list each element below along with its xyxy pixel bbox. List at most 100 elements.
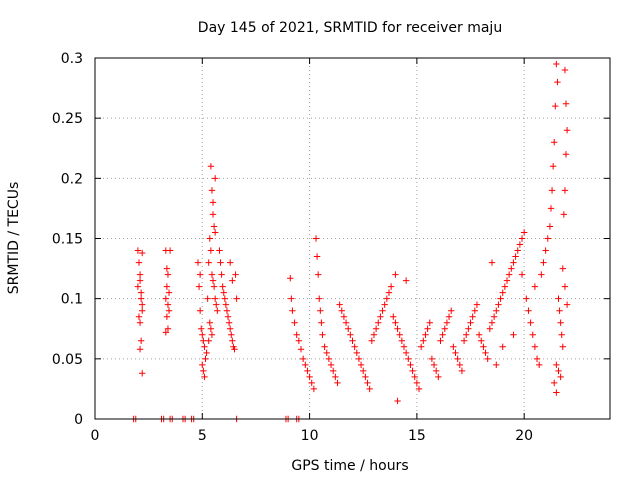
data-point — [134, 247, 142, 254]
data-point — [392, 271, 399, 278]
data-point — [482, 349, 489, 357]
data-point — [201, 373, 208, 381]
data-point — [221, 295, 229, 302]
data-point — [510, 331, 517, 338]
data-point — [516, 241, 524, 248]
data-point — [390, 313, 397, 320]
y-tick-label: 0.05 — [52, 352, 83, 368]
data-point — [372, 325, 380, 332]
data-point — [137, 289, 145, 296]
data-point — [471, 307, 479, 314]
data-point — [407, 361, 414, 369]
data-point — [379, 307, 386, 314]
data-point — [432, 367, 440, 375]
data-point — [551, 379, 558, 387]
data-point — [164, 301, 172, 308]
data-point — [232, 271, 239, 278]
data-point — [224, 313, 232, 320]
data-point — [490, 313, 498, 320]
data-point — [493, 361, 500, 369]
data-point — [162, 329, 170, 336]
data-point — [520, 229, 528, 236]
data-point — [422, 331, 429, 338]
data-point — [430, 361, 438, 369]
data-point — [387, 283, 395, 290]
data-point — [321, 343, 328, 350]
data-point — [473, 301, 481, 308]
y-tick-label: 0.15 — [52, 232, 83, 248]
data-point — [200, 367, 207, 375]
data-point — [136, 346, 144, 353]
data-point — [225, 319, 233, 326]
data-point — [402, 349, 410, 357]
data-point — [375, 319, 382, 326]
data-point — [228, 331, 235, 338]
data-point — [415, 385, 423, 393]
data-point — [400, 343, 408, 350]
data-point — [518, 271, 526, 278]
data-point — [136, 319, 144, 326]
data-point — [209, 277, 217, 284]
data-point — [334, 379, 341, 387]
data-point — [196, 271, 204, 278]
data-point — [226, 325, 234, 332]
data-point — [297, 346, 305, 353]
data-point — [349, 337, 356, 344]
data-point — [233, 295, 240, 302]
y-tick-label: 0.1 — [61, 292, 83, 308]
data-point — [417, 343, 425, 350]
y-tick-label: 0.2 — [61, 171, 83, 187]
plot-frame — [94, 57, 611, 420]
data-point — [535, 361, 543, 369]
data-point — [134, 283, 142, 290]
axis-ticks: 0 5 10 15 20 0 0.05 0.1 0.15 0.2 0.25 0.3 — [52, 51, 610, 444]
data-point — [139, 307, 146, 314]
data-point — [336, 301, 343, 308]
data-point — [503, 277, 511, 284]
data-point — [299, 355, 307, 363]
y-tick-label: 0 — [74, 412, 83, 428]
data-point — [544, 235, 551, 242]
data-point — [139, 249, 146, 257]
data-point — [135, 259, 143, 266]
data-point — [523, 295, 530, 302]
data-point — [364, 379, 371, 387]
data-point — [340, 313, 348, 320]
data-point — [332, 373, 339, 381]
data-point — [413, 379, 421, 387]
data-point — [289, 307, 296, 314]
data-point — [139, 370, 146, 377]
y-tick-label: 0.25 — [52, 111, 83, 127]
data-point — [469, 313, 476, 320]
data-point — [308, 379, 315, 387]
data-point — [531, 283, 539, 290]
data-point — [213, 301, 220, 308]
x-tick-label: 20 — [515, 428, 533, 444]
data-point — [136, 277, 144, 284]
data-point — [370, 331, 378, 338]
data-point — [512, 253, 519, 260]
y-tick-label: 0.3 — [61, 51, 83, 67]
data-point — [293, 331, 300, 338]
data-point — [207, 247, 215, 254]
x-tick-label: 5 — [198, 428, 207, 444]
data-point — [484, 355, 491, 363]
data-point — [207, 163, 215, 170]
data-point — [207, 325, 215, 332]
data-point — [209, 211, 217, 218]
data-point — [202, 355, 209, 363]
data-point — [499, 343, 506, 350]
grid — [95, 58, 610, 419]
data-point — [435, 373, 442, 381]
data-point — [218, 271, 225, 278]
data-point — [205, 259, 212, 266]
data-point — [287, 275, 294, 282]
data-point — [210, 283, 218, 290]
data-point — [456, 361, 463, 369]
data-point — [312, 235, 320, 242]
data-point — [465, 325, 472, 332]
data-point — [420, 337, 427, 344]
data-point — [362, 373, 369, 381]
data-point — [558, 331, 565, 338]
data-point — [205, 337, 212, 344]
